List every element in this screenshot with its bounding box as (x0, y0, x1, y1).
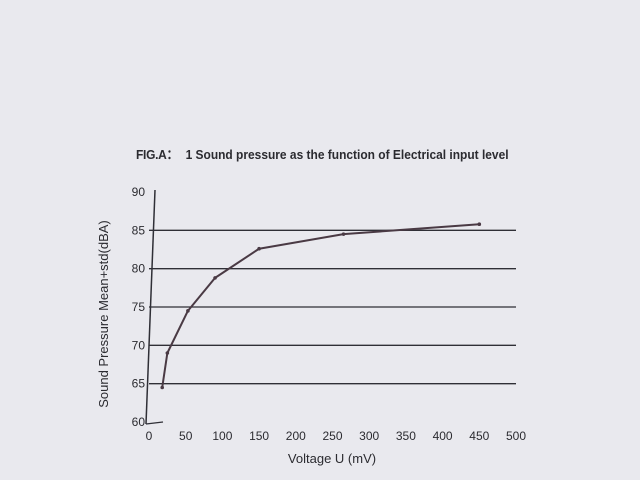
x-tick-label: 150 (249, 429, 269, 443)
x-tick-label: 400 (433, 429, 453, 443)
x-tick-label: 450 (469, 429, 489, 443)
chart-gridlines (149, 229, 516, 385)
figure-title: FIG.A： 1 Sound pressure as the function o… (136, 144, 509, 163)
x-tick-label: 350 (396, 429, 416, 443)
figure-prefix: FIG.A： (136, 147, 179, 162)
x-tick-label: 250 (322, 429, 342, 443)
x-tick-label: 500 (506, 429, 526, 443)
y-tick-label: 80 (132, 262, 146, 276)
x-tick-label: 0 (146, 429, 153, 443)
x-axis-title: Voltage U (mV) (288, 451, 376, 466)
data-point (165, 351, 170, 355)
chart-axes (145, 189, 164, 425)
y-tick-labels: 60 65 70 75 80 85 90 (132, 185, 146, 429)
data-point (186, 309, 190, 313)
figure-title-text: 1 Sound pressure as the function of Elec… (185, 147, 509, 162)
y-tick-label: 85 (132, 223, 146, 237)
data-point (341, 232, 346, 236)
y-axis-title: Sound Pressure Mean+std(dBA) (96, 220, 111, 408)
x-tick-label: 100 (212, 429, 232, 443)
y-tick-label: 60 (132, 415, 146, 429)
series-line (161, 223, 480, 388)
y-tick-label: 65 (132, 377, 146, 391)
data-point (213, 276, 217, 280)
y-axis-line (145, 189, 156, 425)
chart-series (160, 222, 482, 390)
data-point (477, 222, 482, 226)
y-tick-label: 75 (132, 300, 146, 314)
y-tick-label: 70 (132, 338, 146, 352)
data-point (257, 246, 261, 251)
x-tick-label: 300 (359, 429, 379, 443)
x-tick-labels: 0 50 100 150 200 250 300 350 400 450 500 (146, 429, 527, 443)
x-tick-label: 50 (179, 429, 193, 443)
data-point (160, 385, 165, 390)
x-axis-line (145, 421, 164, 425)
y-tick-label: 90 (132, 185, 146, 199)
x-tick-label: 200 (286, 429, 306, 443)
